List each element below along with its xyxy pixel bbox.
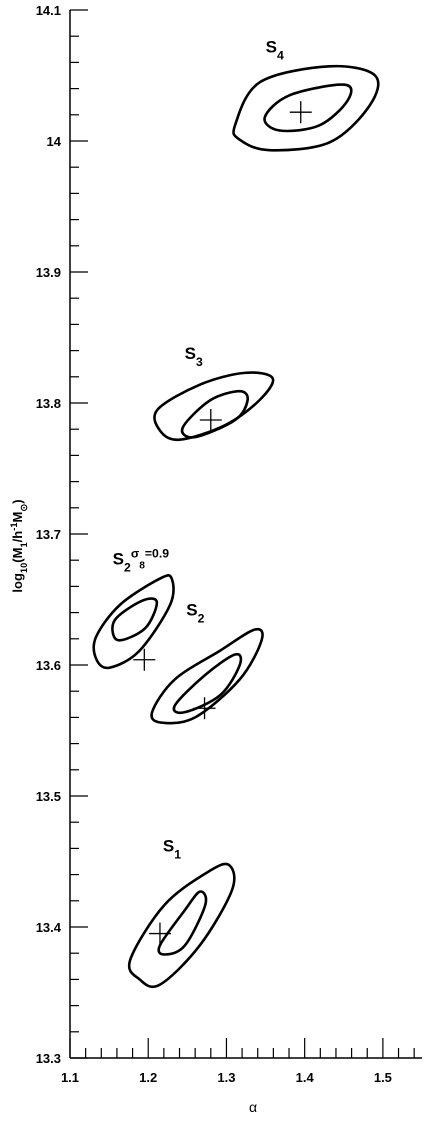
contour <box>180 389 250 439</box>
x-tick-label: 1.4 <box>296 1070 315 1085</box>
series-label: S4 <box>266 37 284 62</box>
contour <box>127 862 236 989</box>
best-fit-cross <box>148 922 171 945</box>
contour <box>111 597 159 642</box>
y-axis-label-part: M <box>10 512 25 523</box>
best-fit-cross <box>199 409 222 432</box>
series-label-part: =0.9 <box>145 547 169 561</box>
x-tick-label: 1.1 <box>61 1070 79 1085</box>
contour <box>263 83 353 133</box>
y-tick-label: 13.5 <box>36 789 61 804</box>
series-label-part: 8 <box>139 561 145 572</box>
series-label-part: S <box>163 836 174 855</box>
series-label-part: 4 <box>277 48 284 62</box>
y-tick-label: 13.3 <box>36 1051 61 1066</box>
series-label: S1 <box>163 836 181 861</box>
contour <box>157 890 208 956</box>
best-fit-cross <box>193 697 216 720</box>
y-tick-label: 13.9 <box>36 265 61 280</box>
series-label-part: S <box>186 601 197 620</box>
series-label-part: 2 <box>198 612 205 626</box>
y-axis-label: log10(M1/h-1M⊙) <box>9 499 29 592</box>
x-tick-label: 1.2 <box>139 1070 157 1085</box>
series-label: S2 <box>186 601 204 626</box>
best-fit-cross <box>133 648 156 671</box>
y-axis-label-part: ) <box>10 499 25 503</box>
y-axis-label-part: 10 <box>19 563 29 573</box>
y-tick-label: 14.1 <box>36 3 61 18</box>
contour <box>232 64 380 152</box>
y-tick-label: 13.6 <box>36 658 61 673</box>
best-fit-cross <box>289 101 312 124</box>
y-axis-label-part: /h <box>10 531 25 543</box>
y-axis-label-part: 1 <box>19 542 29 547</box>
contour <box>153 371 275 442</box>
series-label-part: 3 <box>196 355 203 369</box>
contour <box>172 652 243 715</box>
y-axis-label-part: ⊙ <box>19 504 29 512</box>
y-tick-label: 13.7 <box>36 527 61 542</box>
contour <box>150 627 264 725</box>
series-label-part: S <box>185 344 196 363</box>
y-axis-label-part: -1 <box>9 522 19 530</box>
y-axis-label-part: log <box>10 573 25 593</box>
y-tick-label: 13.4 <box>36 920 62 935</box>
x-tick-label: 1.5 <box>374 1070 392 1085</box>
series-label-part: S <box>113 550 124 569</box>
series-label-part: S <box>266 37 277 56</box>
series-label-part: 1 <box>174 847 181 861</box>
contour <box>92 573 175 670</box>
y-tick-label: 13.8 <box>36 396 61 411</box>
series-label-part: σ <box>131 547 140 561</box>
y-axis-label-part: (M <box>10 548 25 563</box>
series-label: S2σ8=0.9 <box>113 547 170 575</box>
x-axis-label: α <box>249 1099 257 1115</box>
series-label: S3 <box>185 344 203 369</box>
x-tick-label: 1.3 <box>217 1070 235 1085</box>
y-tick-label: 14 <box>47 134 62 149</box>
series-label-part: 2 <box>124 561 131 575</box>
